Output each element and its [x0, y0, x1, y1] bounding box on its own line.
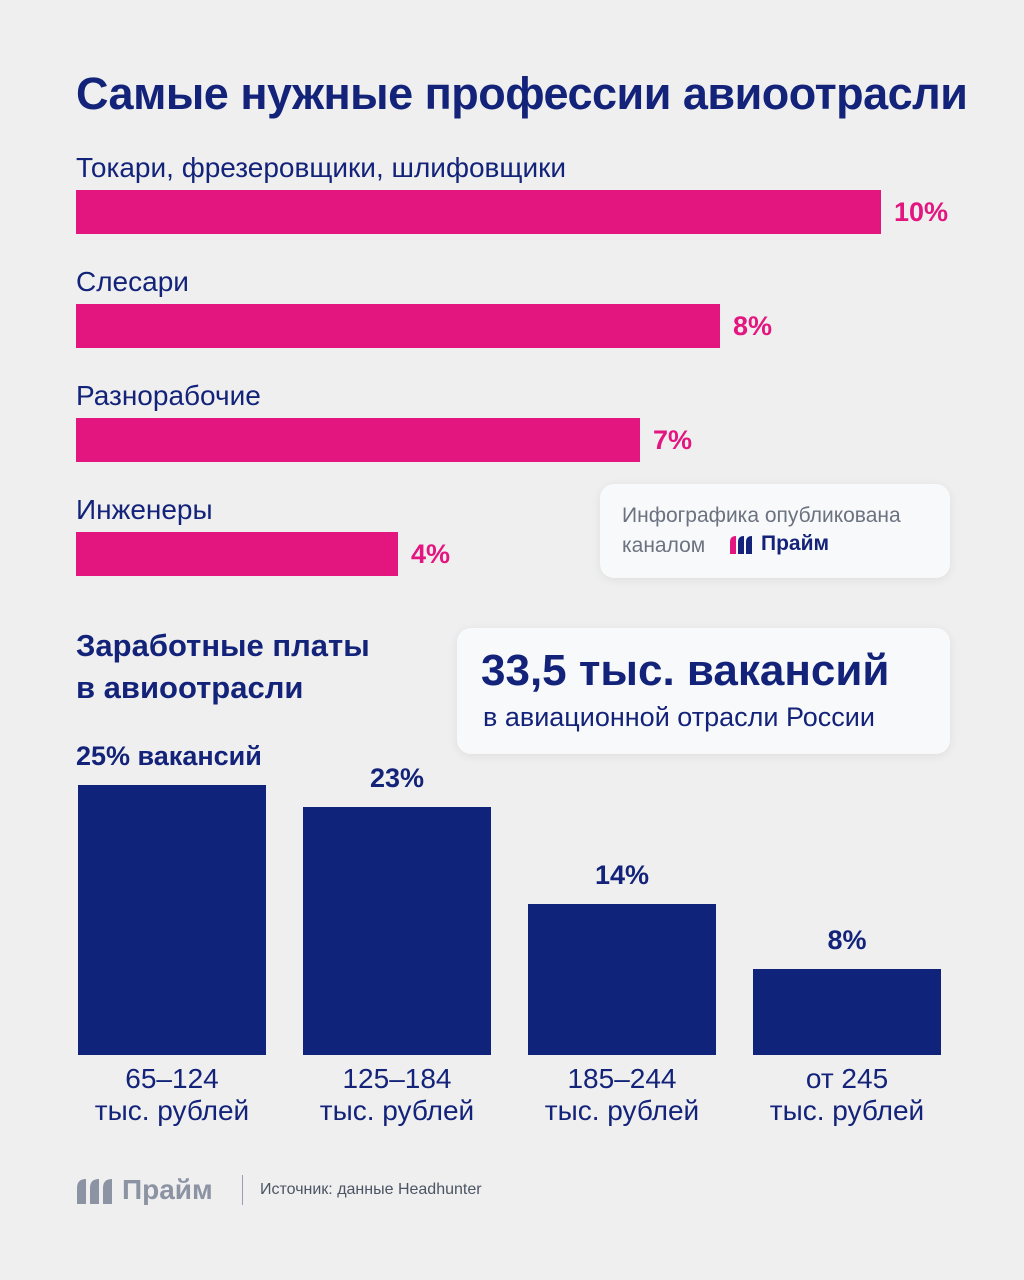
salary-category-unit: тыс. рублей [769, 1095, 925, 1126]
publication-line-2: каналом [622, 534, 706, 557]
footer-logo: Прайм [76, 1174, 213, 1206]
profession-value-label: 10% [894, 197, 949, 227]
publication-card: Инфографика опубликована каналом Прайм [600, 484, 950, 578]
salary-category-unit: тыс. рублей [544, 1095, 700, 1126]
salary-bar [303, 807, 491, 1055]
salary-title-line-1: Заработные платы [76, 628, 370, 663]
salary-category-range: 185–244 [567, 1063, 677, 1094]
publication-line-1: Инфографика опубликована [622, 504, 901, 527]
vacancies-headline: 33,5 тыс. вакансий [481, 646, 890, 695]
profession-label: Инженеры [76, 494, 213, 525]
salary-category-label: 185–244 тыс. рублей [512, 1063, 732, 1127]
salary-category-unit: тыс. рублей [94, 1095, 250, 1126]
vacancies-subline: в авиационной отрасли России [483, 702, 875, 732]
prime-logo-icon [730, 536, 752, 554]
profession-bar [76, 304, 720, 348]
salary-category-range: 65–124 [125, 1063, 219, 1094]
salary-bar [528, 904, 716, 1055]
vacancies-card: 33,5 тыс. вакансий в авиационной отрасли… [457, 628, 950, 754]
profession-bar [76, 532, 398, 576]
footer-logo-text: Прайм [122, 1174, 213, 1205]
salary-value-label: 8% [827, 925, 867, 955]
profession-value-label: 4% [411, 539, 451, 569]
salary-category-label: 125–184 тыс. рублей [287, 1063, 507, 1127]
salary-category-range: от 245 [805, 1063, 889, 1094]
salary-value-label: 14% [594, 860, 650, 890]
prime-logo: Прайм [728, 532, 829, 556]
salary-title-line-2: в авиоотрасли [76, 670, 304, 705]
salary-category-range: 125–184 [342, 1063, 452, 1094]
profession-label: Слесари [76, 266, 189, 297]
footer-divider [242, 1175, 243, 1205]
footer-logo-icon [77, 1179, 112, 1204]
prime-logo-text: Прайм [761, 532, 830, 555]
salary-value-label: 25% вакансий [76, 741, 262, 771]
profession-bar [76, 190, 881, 234]
salary-section-title: Заработные платы в авиоотрасли [76, 625, 370, 709]
salary-value-label: 23% [369, 763, 425, 793]
salary-category-label: от 245 тыс. рублей [737, 1063, 957, 1127]
salary-bar [753, 969, 941, 1055]
profession-label: Разнорабочие [76, 380, 261, 411]
salary-bar [78, 785, 266, 1055]
profession-value-label: 7% [653, 425, 693, 455]
page-title: Самые нужные профессии авиоотрасли [76, 68, 968, 119]
salary-category-label: 65–124 тыс. рублей [62, 1063, 282, 1127]
profession-bar [76, 418, 640, 462]
footer-source: Источник: данные Headhunter [260, 1181, 482, 1198]
profession-label: Токари, фрезеровщики, шлифовщики [76, 152, 566, 183]
salary-category-unit: тыс. рублей [319, 1095, 475, 1126]
profession-value-label: 8% [733, 311, 773, 341]
